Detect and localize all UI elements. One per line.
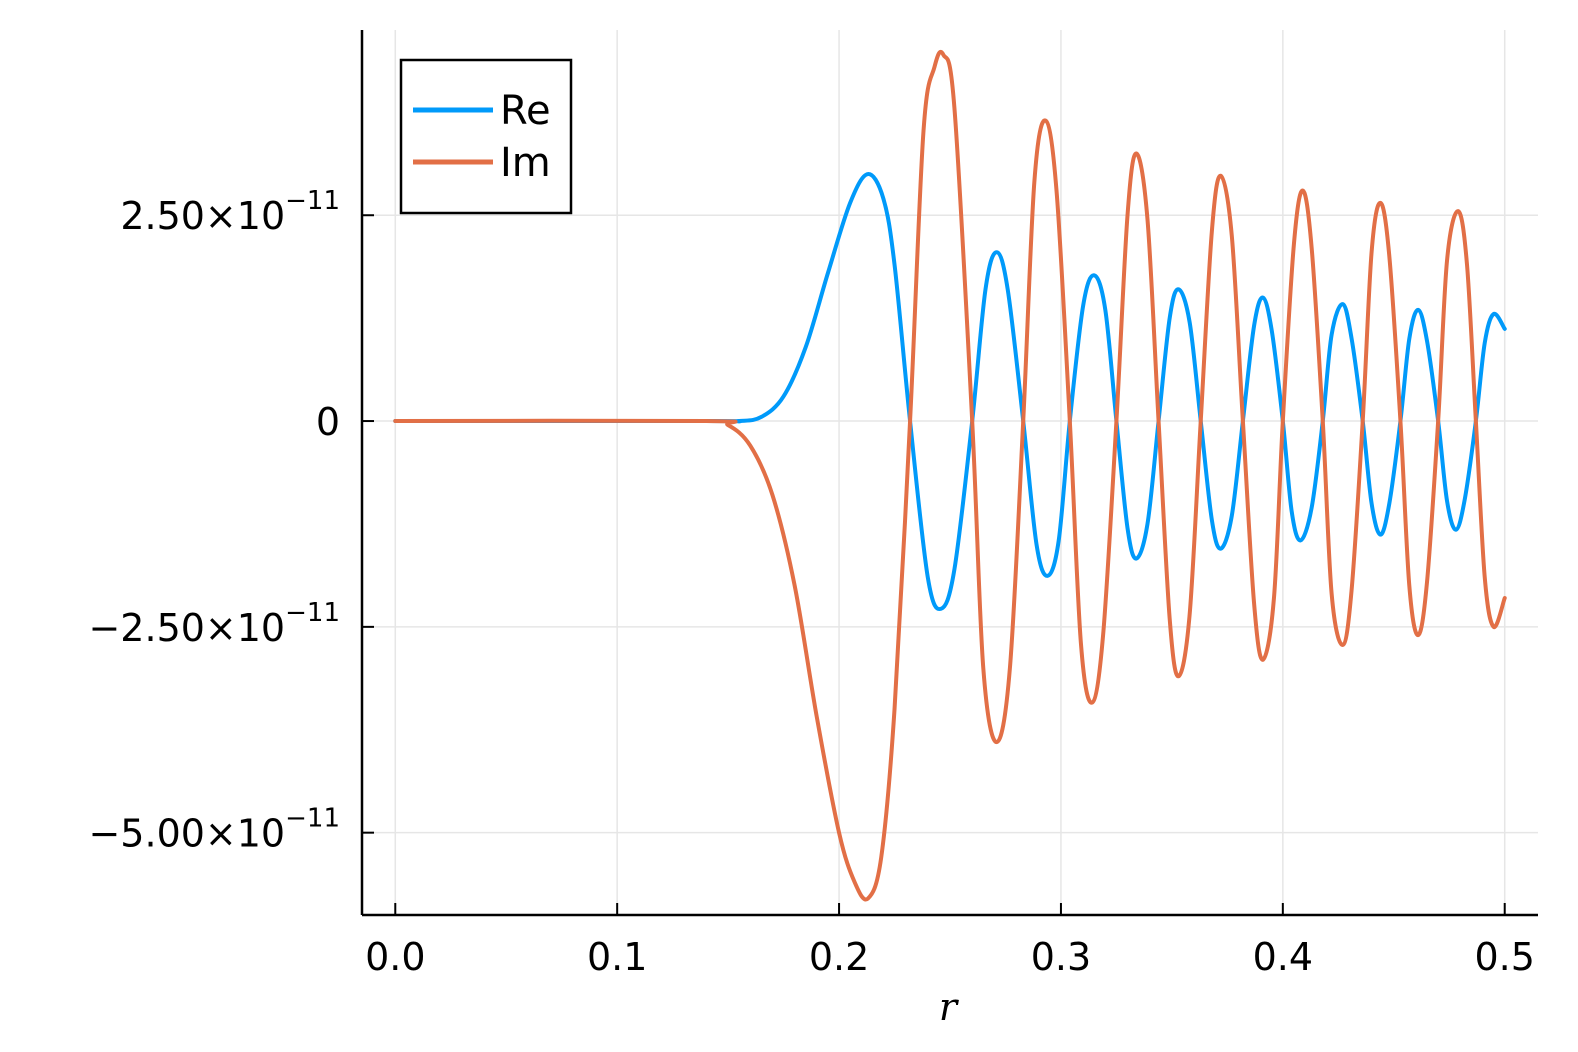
y-tick-exponent: −11	[285, 186, 340, 216]
x-tick-label: 0.0	[365, 935, 425, 979]
legend-label-re: Re	[500, 88, 551, 134]
y-tick-mantissa: −2.50×10	[88, 606, 285, 650]
series-lines	[393, 49, 1507, 902]
y-tick-label: 2.50×10−11	[120, 186, 340, 238]
x-tick-label: 0.5	[1474, 935, 1534, 979]
y-tick-label: −2.50×10−11	[88, 598, 340, 650]
y-tick-mantissa: −5.00×10	[88, 812, 285, 856]
series-line-im	[393, 49, 1507, 902]
series-line-re	[393, 172, 1507, 612]
x-axis-label: r	[939, 985, 960, 1029]
x-ticks: 0.0 0.1 0.2 0.3 0.4 0.5	[365, 903, 1535, 979]
legend-label-im: Im	[500, 140, 551, 186]
y-tick-mantissa: 2.50×10	[120, 194, 285, 238]
y-tick-mantissa: 0	[316, 400, 340, 444]
x-tick-label: 0.1	[587, 935, 647, 979]
grid-lines	[362, 30, 1538, 915]
y-tick-exponent: −11	[285, 598, 340, 628]
x-tick-label: 0.4	[1253, 935, 1313, 979]
legend-box	[399, 58, 573, 215]
x-tick-label: 0.2	[809, 935, 869, 979]
legend: Re Im	[399, 58, 573, 215]
x-tick-label: 0.3	[1031, 935, 1091, 979]
y-ticks: 2.50×10−110−2.50×10−11−5.00×10−11	[88, 186, 374, 856]
y-tick-exponent: −11	[285, 804, 340, 834]
y-tick-label: 0	[316, 400, 340, 444]
axes	[360, 30, 1538, 917]
y-tick-label: −5.00×10−11	[88, 804, 340, 856]
